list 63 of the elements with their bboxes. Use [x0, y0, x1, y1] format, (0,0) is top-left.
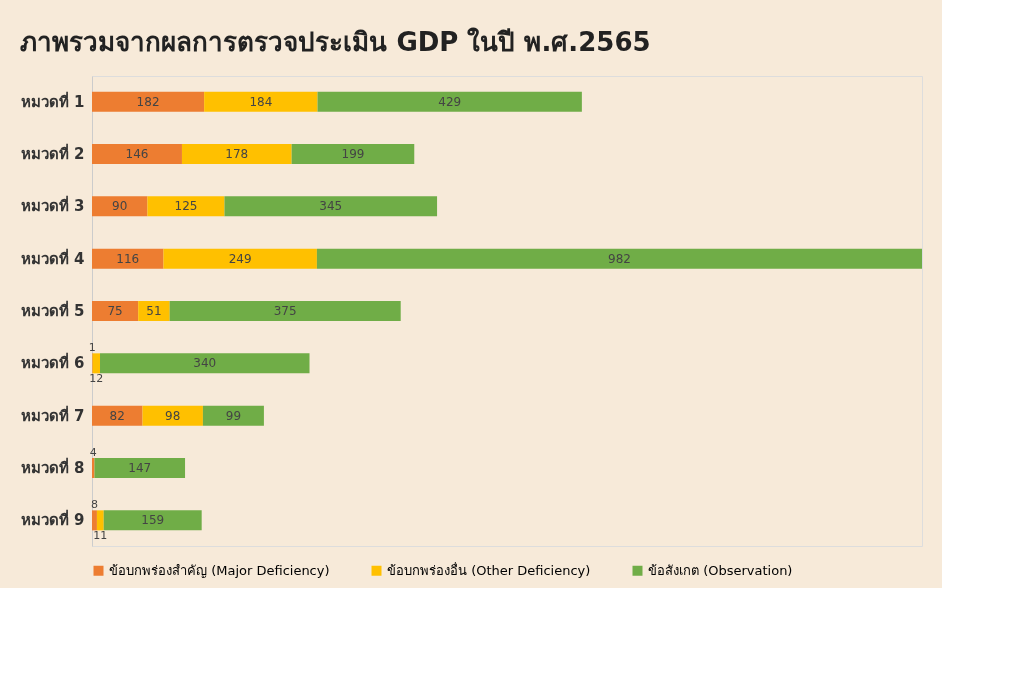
y-tick-label: หมวดที่ 5 — [20, 300, 85, 320]
data-label: 178 — [225, 146, 249, 161]
bar — [92, 353, 101, 374]
bar — [291, 143, 415, 164]
data-label: 75 — [107, 304, 123, 318]
y-tick-label: หมวดที่ 4 — [20, 247, 85, 268]
data-label: 1 — [88, 341, 96, 355]
data-label: 429 — [438, 94, 462, 109]
data-label: 249 — [228, 251, 252, 266]
bar — [96, 510, 104, 531]
bar — [103, 510, 202, 531]
data-label: 99 — [225, 408, 242, 423]
data-label: 199 — [341, 146, 365, 161]
y-tick-label: หมวดที่ 1 — [20, 90, 85, 111]
bar — [100, 353, 310, 374]
y-tick-label: หมวดที่ 9 — [20, 509, 85, 530]
bar — [142, 405, 203, 426]
legend-label: ข้อสังเกต (Observation) — [648, 562, 793, 578]
data-label: 90 — [112, 199, 128, 214]
bar — [92, 510, 97, 531]
y-tick-label: หมวดที่ 7 — [20, 404, 85, 425]
data-label: 375 — [273, 304, 297, 318]
bar — [317, 91, 582, 112]
bar — [92, 301, 139, 321]
bar — [163, 248, 317, 269]
bar — [202, 405, 264, 426]
data-label: 11 — [93, 529, 108, 543]
bar — [92, 248, 164, 269]
y-tick-label: หมวดที่ 3 — [20, 195, 85, 216]
data-label: 184 — [249, 94, 273, 109]
bar — [169, 301, 401, 321]
bar — [204, 91, 318, 112]
data-label: 116 — [116, 251, 140, 266]
data-label: 182 — [136, 94, 160, 109]
data-label: 147 — [128, 461, 152, 476]
legend-label: ข้อบกพร่องสำคัญ (Major Deficiency) — [109, 562, 330, 578]
data-label: 4 — [89, 446, 97, 460]
data-label: 146 — [125, 146, 149, 161]
data-label: 98 — [165, 408, 181, 423]
bar — [92, 196, 148, 217]
y-tick-label: หมวดที่ 8 — [20, 457, 85, 478]
data-label: 12 — [89, 372, 104, 386]
bar — [147, 196, 225, 217]
bar — [92, 143, 182, 164]
bar — [94, 458, 186, 479]
chart-title: ภาพรวมจากผลการตรวจประเมิน GDP ในปี พ.ศ.2565 — [20, 27, 651, 57]
data-label: 982 — [608, 251, 631, 266]
bar — [92, 405, 143, 426]
bar — [224, 196, 438, 217]
data-label: 8 — [90, 498, 98, 512]
data-label: 82 — [109, 408, 125, 423]
data-label: 340 — [193, 356, 217, 371]
data-label: 345 — [319, 199, 343, 214]
bar — [92, 91, 205, 112]
bar — [316, 248, 922, 269]
legend-label: ข้อบกพร่องอื่น (Other Deficiency) — [387, 561, 591, 578]
data-label: 159 — [141, 513, 165, 528]
y-tick-label: หมวดที่ 2 — [20, 142, 85, 163]
data-label: 125 — [174, 199, 198, 214]
data-label: 51 — [146, 304, 162, 318]
bar — [181, 143, 292, 164]
bar — [138, 301, 170, 321]
y-tick-label: หมวดที่ 6 — [20, 352, 85, 373]
